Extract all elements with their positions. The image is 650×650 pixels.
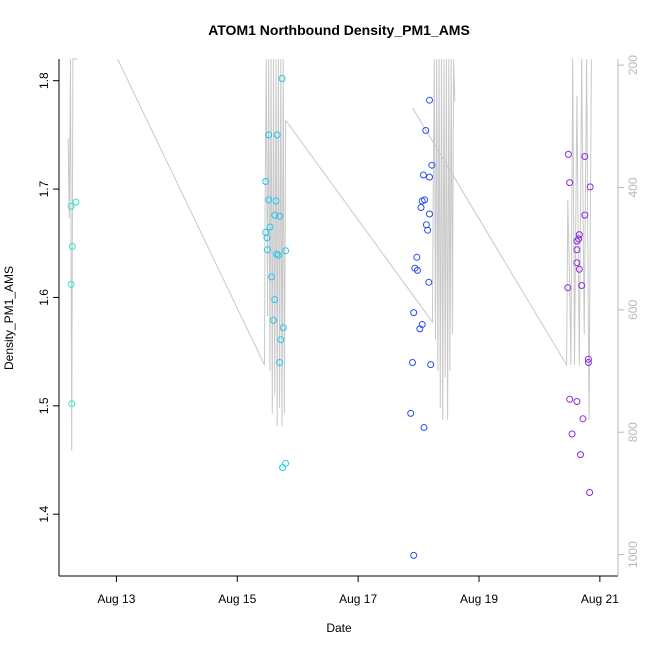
data-point bbox=[264, 246, 271, 254]
x-axis-label: Date bbox=[326, 621, 352, 635]
y-tick-label: 1.5 bbox=[37, 397, 51, 414]
data-point bbox=[417, 204, 425, 211]
data-point bbox=[573, 246, 581, 254]
data-point bbox=[282, 459, 290, 467]
x-tick-label: Aug 17 bbox=[339, 592, 377, 606]
secondary-trace-segment bbox=[285, 58, 456, 421]
data-point bbox=[266, 223, 274, 231]
data-point bbox=[428, 161, 436, 169]
data-point bbox=[426, 96, 433, 104]
data-point bbox=[67, 202, 75, 210]
data-point bbox=[279, 464, 287, 472]
data-point bbox=[413, 253, 421, 261]
data-point bbox=[564, 150, 572, 158]
data-point bbox=[273, 131, 281, 139]
data-point bbox=[426, 173, 433, 181]
data-point bbox=[566, 395, 574, 403]
data-point bbox=[573, 259, 581, 267]
data-point bbox=[273, 250, 281, 258]
data-point bbox=[279, 324, 287, 332]
data-point bbox=[265, 131, 273, 139]
right-tick-label: 400 bbox=[626, 177, 640, 197]
data-point bbox=[276, 359, 284, 366]
x-tick-label: Aug 21 bbox=[581, 592, 619, 606]
data-point bbox=[270, 316, 277, 324]
x-tick-label: Aug 13 bbox=[97, 592, 135, 606]
x-tick-label: Aug 19 bbox=[460, 592, 498, 606]
y-tick-label: 1.7 bbox=[37, 180, 51, 197]
data-point bbox=[586, 183, 594, 191]
right-ticks: 200 400 600 800 1000 bbox=[618, 55, 640, 568]
data-point bbox=[262, 178, 270, 185]
data-point bbox=[265, 196, 273, 204]
data-point bbox=[564, 284, 572, 292]
x-tick-label: Aug 15 bbox=[218, 592, 256, 606]
data-point bbox=[581, 211, 589, 219]
right-tick-label: 600 bbox=[626, 300, 640, 320]
secondary-trace-segment bbox=[67, 58, 78, 451]
data-point bbox=[274, 251, 282, 259]
data-point bbox=[584, 355, 592, 363]
data-point bbox=[586, 489, 594, 496]
plot-frame bbox=[59, 59, 618, 576]
data-point bbox=[579, 415, 587, 423]
y-tick-label: 1.4 bbox=[37, 506, 51, 523]
data-point bbox=[419, 171, 427, 179]
data-point bbox=[409, 359, 416, 366]
data-point bbox=[418, 197, 426, 205]
data-point bbox=[416, 325, 424, 333]
data-point bbox=[410, 309, 418, 317]
data-point bbox=[577, 451, 584, 459]
data-point bbox=[573, 398, 581, 405]
secondary-trace-segment bbox=[117, 58, 287, 427]
data-point bbox=[578, 282, 586, 289]
secondary-trace-layer bbox=[67, 58, 592, 451]
data-point bbox=[68, 400, 76, 408]
data-point bbox=[272, 197, 280, 205]
data-point bbox=[575, 235, 583, 243]
y-tick-label: 1.8 bbox=[37, 72, 51, 89]
data-point bbox=[573, 237, 581, 245]
right-tick-label: 800 bbox=[626, 422, 640, 442]
secondary-trace-segment bbox=[412, 58, 592, 421]
data-point bbox=[407, 409, 415, 417]
data-point bbox=[413, 266, 421, 274]
data-point bbox=[427, 361, 435, 369]
data-point bbox=[426, 210, 433, 218]
right-tick-label: 1000 bbox=[626, 541, 640, 568]
data-point bbox=[277, 336, 285, 344]
data-point bbox=[424, 226, 432, 234]
data-point bbox=[67, 280, 75, 288]
y-tick-label: 1.6 bbox=[37, 289, 51, 306]
data-point bbox=[584, 359, 592, 366]
data-point bbox=[566, 179, 574, 187]
data-point bbox=[271, 211, 279, 219]
x-ticks: Aug 13 Aug 15 Aug 17 Aug 19 Aug 21 bbox=[97, 576, 619, 606]
data-point bbox=[568, 430, 576, 438]
data-point bbox=[276, 212, 284, 220]
data-point bbox=[425, 278, 433, 286]
data-point bbox=[420, 424, 428, 431]
y-axis-label: Density_PM1_AMS bbox=[2, 266, 16, 370]
data-point bbox=[282, 247, 290, 255]
chart-title: ATOM1 Northbound Density_PM1_AMS bbox=[208, 22, 470, 38]
data-point bbox=[581, 153, 589, 160]
data-point bbox=[268, 273, 276, 281]
data-point bbox=[263, 234, 271, 242]
data-point bbox=[68, 243, 76, 250]
data-point bbox=[575, 265, 583, 273]
data-point bbox=[278, 75, 286, 82]
data-point bbox=[422, 127, 430, 134]
data-point bbox=[575, 231, 583, 239]
points-layer bbox=[67, 75, 594, 559]
data-point bbox=[410, 551, 418, 559]
y-ticks: 1.4 1.5 1.6 1.7 1.8 bbox=[37, 72, 59, 523]
right-tick-label: 200 bbox=[626, 55, 640, 75]
data-point bbox=[72, 198, 80, 206]
data-point bbox=[271, 296, 279, 304]
